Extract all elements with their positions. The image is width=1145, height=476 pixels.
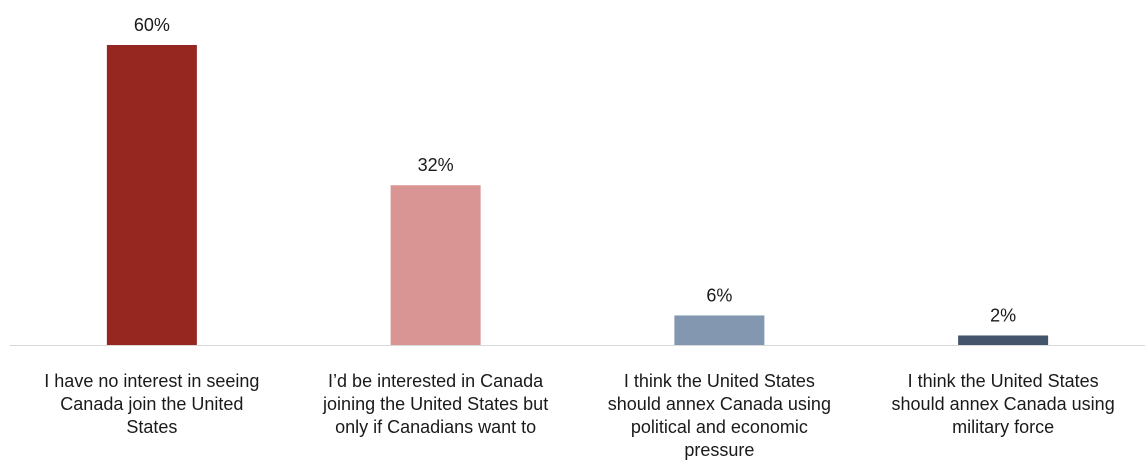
category-label-3: I think the United States should annex Ca…: [579, 370, 859, 462]
data-label-3: 6%: [706, 285, 732, 305]
bar-3: [674, 315, 765, 346]
bar-4: [958, 335, 1049, 346]
category-label-line: only if Canadians want to: [335, 417, 537, 437]
category-label-line: I’d be interested in Canada: [328, 371, 544, 391]
category-label-line: joining the United States but: [323, 394, 549, 414]
category-label-line: political and economic: [630, 417, 808, 437]
category-label-line: should annex Canada using: [891, 394, 1115, 414]
data-label-4: 2%: [990, 305, 1016, 325]
data-labels-group: 60% 32% 6% 2%: [134, 15, 1016, 325]
category-label-line: should annex Canada using: [607, 394, 831, 414]
data-label-1: 60%: [134, 15, 170, 35]
category-label-4: I think the United States should annex Ca…: [863, 370, 1143, 439]
category-label-1: I have no interest in seeing Canada join …: [12, 370, 292, 439]
category-label-line: I think the United States: [907, 371, 1099, 391]
bars-group: [106, 45, 1049, 346]
bar-1: [106, 45, 197, 346]
category-label-2: I’d be interested in Canada joining the U…: [296, 370, 576, 439]
bar-2: [390, 185, 481, 346]
data-label-2: 32%: [418, 155, 454, 175]
category-label-line: pressure: [684, 440, 755, 460]
category-label-line: I have no interest in seeing: [44, 371, 260, 391]
category-label-line: States: [126, 417, 178, 437]
category-label-line: military force: [952, 417, 1055, 437]
category-label-line: I think the United States: [623, 371, 815, 391]
category-label-line: Canada join the United: [60, 394, 244, 414]
